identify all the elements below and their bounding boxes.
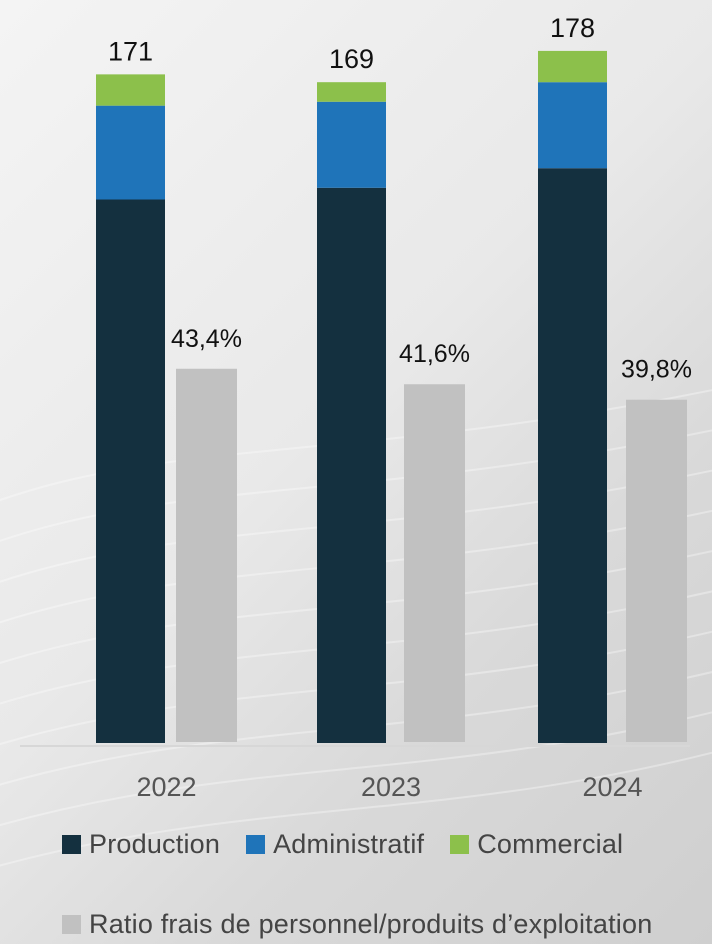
ratio-label-2024: 39,8%	[621, 356, 692, 384]
legend-swatch-production	[62, 835, 81, 854]
bar-commercial-2023	[317, 82, 386, 102]
bar-administratif-2024	[538, 82, 607, 169]
x-tick-label-2024: 2024	[582, 772, 642, 802]
legend-label-ratio: Ratio frais de personnel/produits d’expl…	[89, 909, 653, 939]
bar-production-2024	[538, 168, 607, 743]
legend-label-commercial: Commercial	[477, 829, 624, 859]
legend-item-production: Production	[62, 829, 220, 860]
bar-administratif-2023	[317, 101, 386, 188]
legend-swatch-administratif	[246, 835, 266, 854]
bar-production-2022	[96, 199, 165, 743]
x-tick-label-2023: 2023	[361, 772, 421, 802]
bar-ratio-2024	[626, 399, 687, 742]
bar-production-2023	[317, 187, 386, 743]
bar-administratif-2022	[96, 105, 165, 200]
ratio-label-2023: 41,6%	[399, 340, 470, 368]
ratio-label-2022: 43,4%	[171, 325, 242, 353]
legend-item-ratio: Ratio frais de personnel/produits d’expl…	[62, 909, 652, 940]
legend-item-commercial: Commercial	[450, 829, 623, 860]
total-label-2024: 178	[550, 13, 595, 43]
bar-ratio-2022	[176, 368, 237, 742]
total-label-2023: 169	[329, 44, 374, 74]
x-tick-label-2022: 2022	[136, 772, 196, 802]
legend-label-administratif: Administratif	[273, 829, 425, 859]
legend-label-production: Production	[89, 829, 221, 859]
bar-commercial-2024	[538, 50, 607, 83]
bar-ratio-2023	[404, 384, 465, 742]
total-label-2022: 171	[108, 36, 153, 66]
bar-commercial-2022	[96, 74, 165, 106]
legend-item-administratif: Administratif	[246, 829, 424, 860]
legend-swatch-commercial	[450, 835, 470, 854]
legend-swatch-ratio	[62, 915, 81, 934]
